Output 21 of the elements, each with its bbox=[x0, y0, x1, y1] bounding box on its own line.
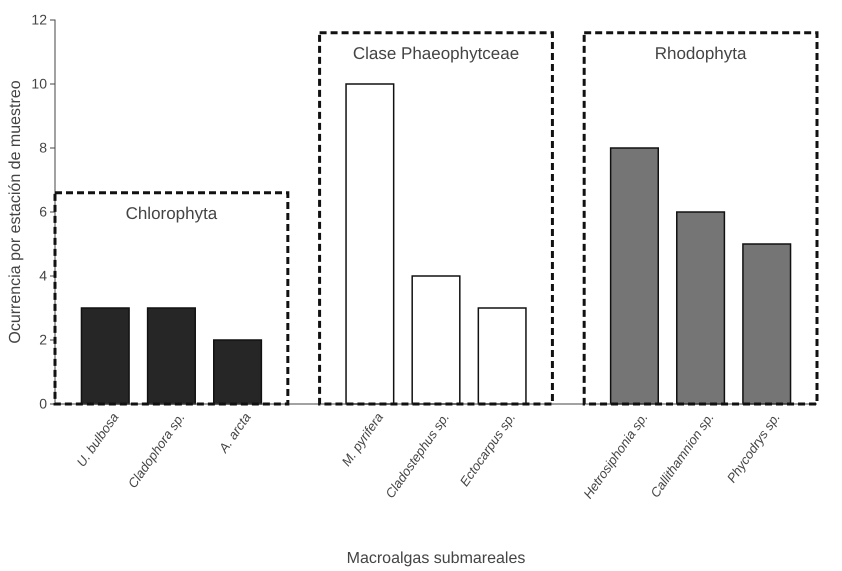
x-axis-title: Macroalgas submareales bbox=[346, 550, 526, 567]
annotation: Chlorophyta bbox=[126, 204, 218, 223]
bar bbox=[610, 147, 659, 405]
y-tick-label: 10 bbox=[31, 75, 48, 92]
y-tick-label: 2 bbox=[39, 331, 48, 348]
y-tick-label: 8 bbox=[39, 139, 48, 156]
bar bbox=[411, 275, 461, 405]
y-tick-label: 12 bbox=[31, 11, 48, 28]
bar bbox=[478, 307, 527, 405]
bar bbox=[742, 243, 792, 405]
annotation: Rhodophyta bbox=[654, 44, 747, 63]
bar bbox=[213, 339, 262, 405]
y-tick-label: 6 bbox=[39, 203, 48, 220]
bar bbox=[146, 307, 196, 405]
annotation: Clase Phaeophytceae bbox=[352, 44, 520, 63]
y-tick-label: 4 bbox=[39, 267, 48, 284]
bar bbox=[80, 307, 130, 405]
bar bbox=[345, 83, 394, 405]
bar bbox=[676, 211, 726, 405]
y-tick-label: 0 bbox=[39, 395, 48, 412]
y-axis-title: Ocurrencia por estación de muestreo bbox=[7, 80, 24, 344]
